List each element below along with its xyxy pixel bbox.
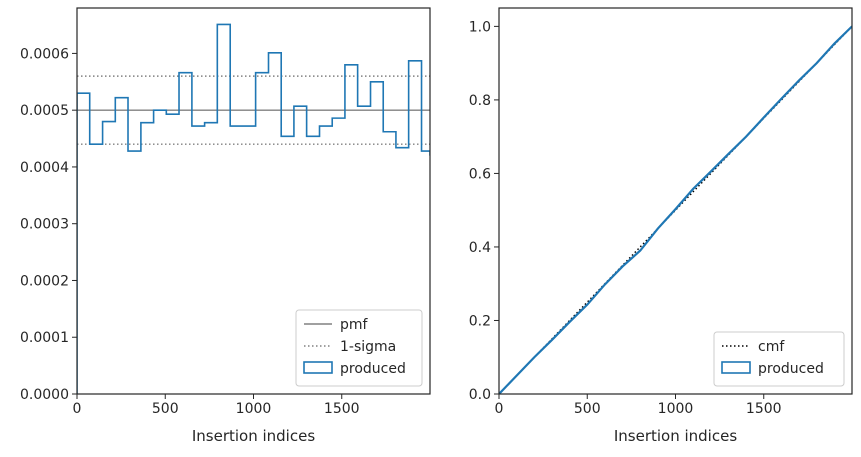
plot-area: [499, 25, 852, 394]
left-chart: 0 500 1000 1500 0.0000 0.0001 0.0002 0.0003 0.00…: [20, 7, 431, 445]
y-tick-label: 0.0001: [20, 330, 69, 346]
legend-box: [295, 309, 423, 387]
y-tick-label: 0.2: [469, 313, 491, 329]
y-tick-label: 0.0: [469, 387, 491, 403]
legend-handle-produced: [721, 361, 751, 374]
y-tick-label: 1.0: [469, 19, 491, 35]
x-tick-label: 1000: [236, 401, 272, 417]
legend: cmf produced: [713, 331, 845, 387]
y-tick-label: 0.0006: [20, 46, 69, 62]
y-tick-label: 0.0002: [20, 273, 69, 289]
right-chart: 0 500 1000 1500 0.0 0.2 0.4 0.6 0.8 1.0 Insertion …: [469, 7, 853, 445]
x-tick-label: 500: [152, 401, 179, 417]
legend-label-produced: produced: [758, 361, 824, 377]
y-tick-label: 0.0004: [20, 160, 69, 176]
x-tick-label: 1000: [658, 401, 694, 417]
y-tick-label: 0.0005: [20, 103, 69, 119]
series-produced-step: [77, 23, 430, 394]
legend: pmf 1-sigma produced: [295, 309, 423, 387]
y-tick-label: 0.0000: [20, 387, 69, 403]
x-tick-label: 1500: [746, 401, 782, 417]
x-tick-label: 0: [73, 401, 82, 417]
x-tick-label: 0: [495, 401, 504, 417]
legend-label-produced: produced: [340, 361, 406, 377]
x-tick-label: 1500: [324, 401, 360, 417]
legend-handle-produced: [303, 361, 333, 374]
series-produced-line: [499, 25, 852, 394]
y-tick-label: 0.0003: [20, 217, 69, 233]
x-tick-label: 500: [574, 401, 601, 417]
x-axis-label: Insertion indices: [192, 427, 315, 445]
y-tick-label: 0.8: [469, 93, 491, 109]
plot-area: [77, 23, 430, 394]
legend-label-cmf: cmf: [758, 339, 785, 355]
legend-label-1-sigma: 1-sigma: [340, 339, 396, 355]
x-axis-label: Insertion indices: [614, 427, 737, 445]
y-tick-label: 0.6: [469, 166, 491, 182]
y-tick-label: 0.4: [469, 240, 491, 256]
legend-label-pmf: pmf: [340, 317, 369, 333]
